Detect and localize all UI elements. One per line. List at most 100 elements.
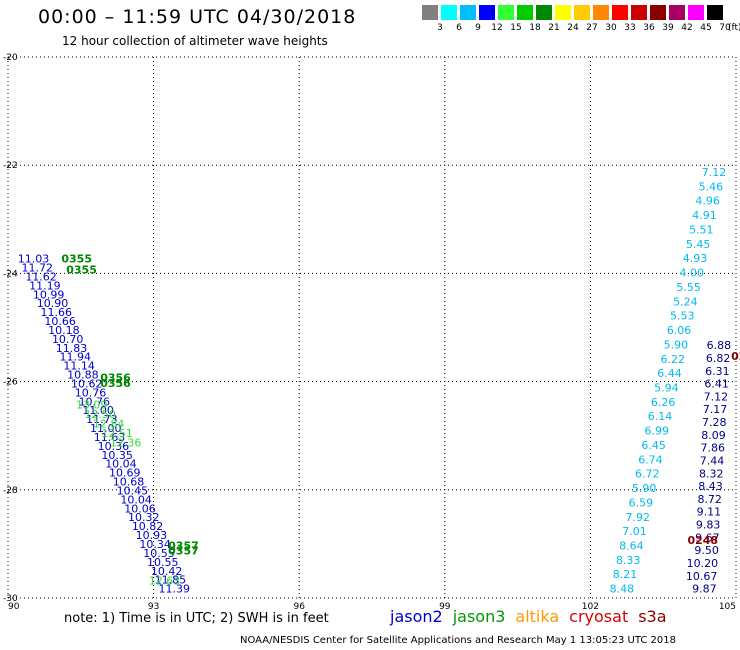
- wave-height-value: 12.51: [101, 427, 133, 440]
- wave-height-value: 6.41: [704, 378, 729, 391]
- color-swatch-label: 3: [437, 23, 443, 33]
- lat-tick-label: -30: [3, 594, 18, 604]
- legend-item-jason2: jason2: [390, 607, 443, 626]
- wave-height-value: 8.32: [699, 467, 724, 480]
- color-swatch-label: 6: [456, 23, 462, 33]
- lat-tick-label: -20: [3, 53, 18, 63]
- wave-height-value: 9.11: [697, 506, 722, 519]
- color-swatch: [479, 5, 495, 20]
- wave-height-value: 4.96: [695, 195, 720, 208]
- color-swatch-label: 30: [605, 23, 617, 33]
- color-swatch-label: 36: [643, 23, 655, 33]
- wave-height-value: 5.46: [699, 180, 724, 193]
- wave-height-value: 11.14: [63, 360, 95, 373]
- wave-height-value: 5.51: [689, 223, 714, 236]
- color-swatch-label: 12: [491, 23, 503, 33]
- wave-height-value: 6.14: [648, 410, 673, 423]
- wave-height-value: 7.86: [701, 442, 726, 455]
- legend-item-jason3: jason3: [452, 607, 506, 626]
- wave-height-value: 9.83: [696, 519, 721, 532]
- wave-height-value: 8.43: [698, 480, 723, 493]
- wave-height-value: 12.84: [93, 418, 125, 431]
- wave-height-value: 11.03: [18, 253, 49, 266]
- wave-height-value: 11.63: [94, 431, 126, 444]
- color-swatch-label: 18: [529, 23, 541, 33]
- wave-height-value: 10.66: [44, 315, 75, 328]
- wave-height-value: 8.33: [616, 554, 641, 567]
- wave-height-value: 11.72: [22, 261, 53, 274]
- wave-height-value: 6.06: [667, 324, 692, 337]
- color-swatch-label: 21: [548, 23, 560, 33]
- pass-time-label: 0356: [100, 372, 131, 385]
- legend-item-altika: altika: [515, 607, 560, 626]
- wave-height-value: 10.55: [147, 556, 179, 569]
- wave-height-value: 6.72: [635, 468, 660, 481]
- lon-tick-label: 96: [293, 602, 305, 612]
- wave-height-value: 10.06: [124, 502, 155, 515]
- wave-height-value: 6.22: [660, 353, 685, 366]
- wave-height-value: 12.36: [110, 437, 142, 450]
- wave-height-value: 7.44: [700, 454, 725, 467]
- wave-height-value: 5.45: [686, 238, 711, 251]
- wave-height-value: 11.62: [25, 270, 57, 283]
- wave-height-value: 7.17: [703, 403, 728, 416]
- wave-height-value: 10.04: [105, 458, 137, 471]
- wave-height-value: 11.19: [29, 279, 61, 292]
- wave-height-value: 11.66: [41, 306, 73, 319]
- pass-time-label: 12.63: [149, 574, 181, 587]
- wave-height-value: 11.94: [60, 351, 92, 364]
- wave-height-value: 6.82: [706, 352, 731, 365]
- wave-height-value: 11.83: [56, 342, 88, 355]
- wave-height-value: 11.73: [86, 413, 118, 426]
- color-swatch: [498, 5, 514, 20]
- pass-time-label: 0355: [66, 263, 97, 276]
- wave-height-value: 8.21: [613, 568, 638, 581]
- wave-height-value: 10.93: [136, 529, 168, 542]
- lon-tick-label: 90: [8, 602, 20, 612]
- color-swatch-label: 27: [586, 23, 598, 33]
- color-swatch: [574, 5, 590, 20]
- wave-height-value: 10.20: [687, 557, 719, 570]
- wave-height-value: 8.72: [697, 493, 722, 506]
- wave-height-value: 10.70: [52, 333, 83, 346]
- pass-time-label: 0357: [168, 545, 199, 558]
- lat-tick-label: -24: [3, 269, 18, 279]
- wave-height-value: 7.12: [704, 390, 729, 403]
- wave-height-value: 10.62: [71, 377, 103, 390]
- wave-height-value: 7.92: [625, 511, 650, 524]
- wave-height-value: 10.76: [75, 386, 107, 399]
- wave-height-value: 9.87: [692, 583, 717, 596]
- wave-height-value: 4.91: [692, 209, 717, 222]
- color-swatch-label: 24: [567, 23, 579, 33]
- wave-height-value: 10.67: [686, 570, 718, 583]
- footer-note: note: 1) Time is in UTC; 2) SWH is in fe…: [64, 611, 329, 626]
- wave-height-value: 4.00: [680, 267, 705, 280]
- color-swatch: [650, 5, 666, 20]
- lon-tick-label: 99: [439, 602, 451, 612]
- wave-height-value: 10.55: [143, 547, 175, 560]
- wave-height-value: 10.88: [67, 369, 99, 382]
- lon-tick-label: 102: [582, 602, 599, 612]
- wave-height-value: 12.50: [84, 408, 116, 421]
- pass-time-label: 0357: [168, 539, 199, 552]
- wave-height-value: 5.53: [670, 310, 695, 323]
- wave-height-value: 8.64: [619, 539, 644, 552]
- color-swatch: [688, 5, 704, 20]
- wave-height-value: 10.45: [117, 484, 149, 497]
- pass-time-label: 0355: [61, 253, 92, 266]
- map-grid: [7, 56, 737, 599]
- color-swatch: [555, 5, 571, 20]
- wave-height-value: 11.39: [158, 583, 190, 596]
- color-swatch: [669, 5, 685, 20]
- wave-height-value: 11.85: [155, 574, 187, 587]
- wave-height-value: 10.34: [139, 538, 171, 551]
- wave-height-value: 5.90: [632, 482, 657, 495]
- latitude-labels: -20 -22 -24 -26 -28 -30: [3, 53, 18, 604]
- color-swatch: [460, 5, 476, 20]
- wave-height-value: 10.36: [98, 440, 129, 453]
- wave-height-value: 9.67: [695, 531, 720, 544]
- color-scale-unit: (ft): [728, 23, 740, 33]
- wave-height-value: 10.76: [79, 395, 111, 408]
- wave-height-value: 5.55: [676, 281, 701, 294]
